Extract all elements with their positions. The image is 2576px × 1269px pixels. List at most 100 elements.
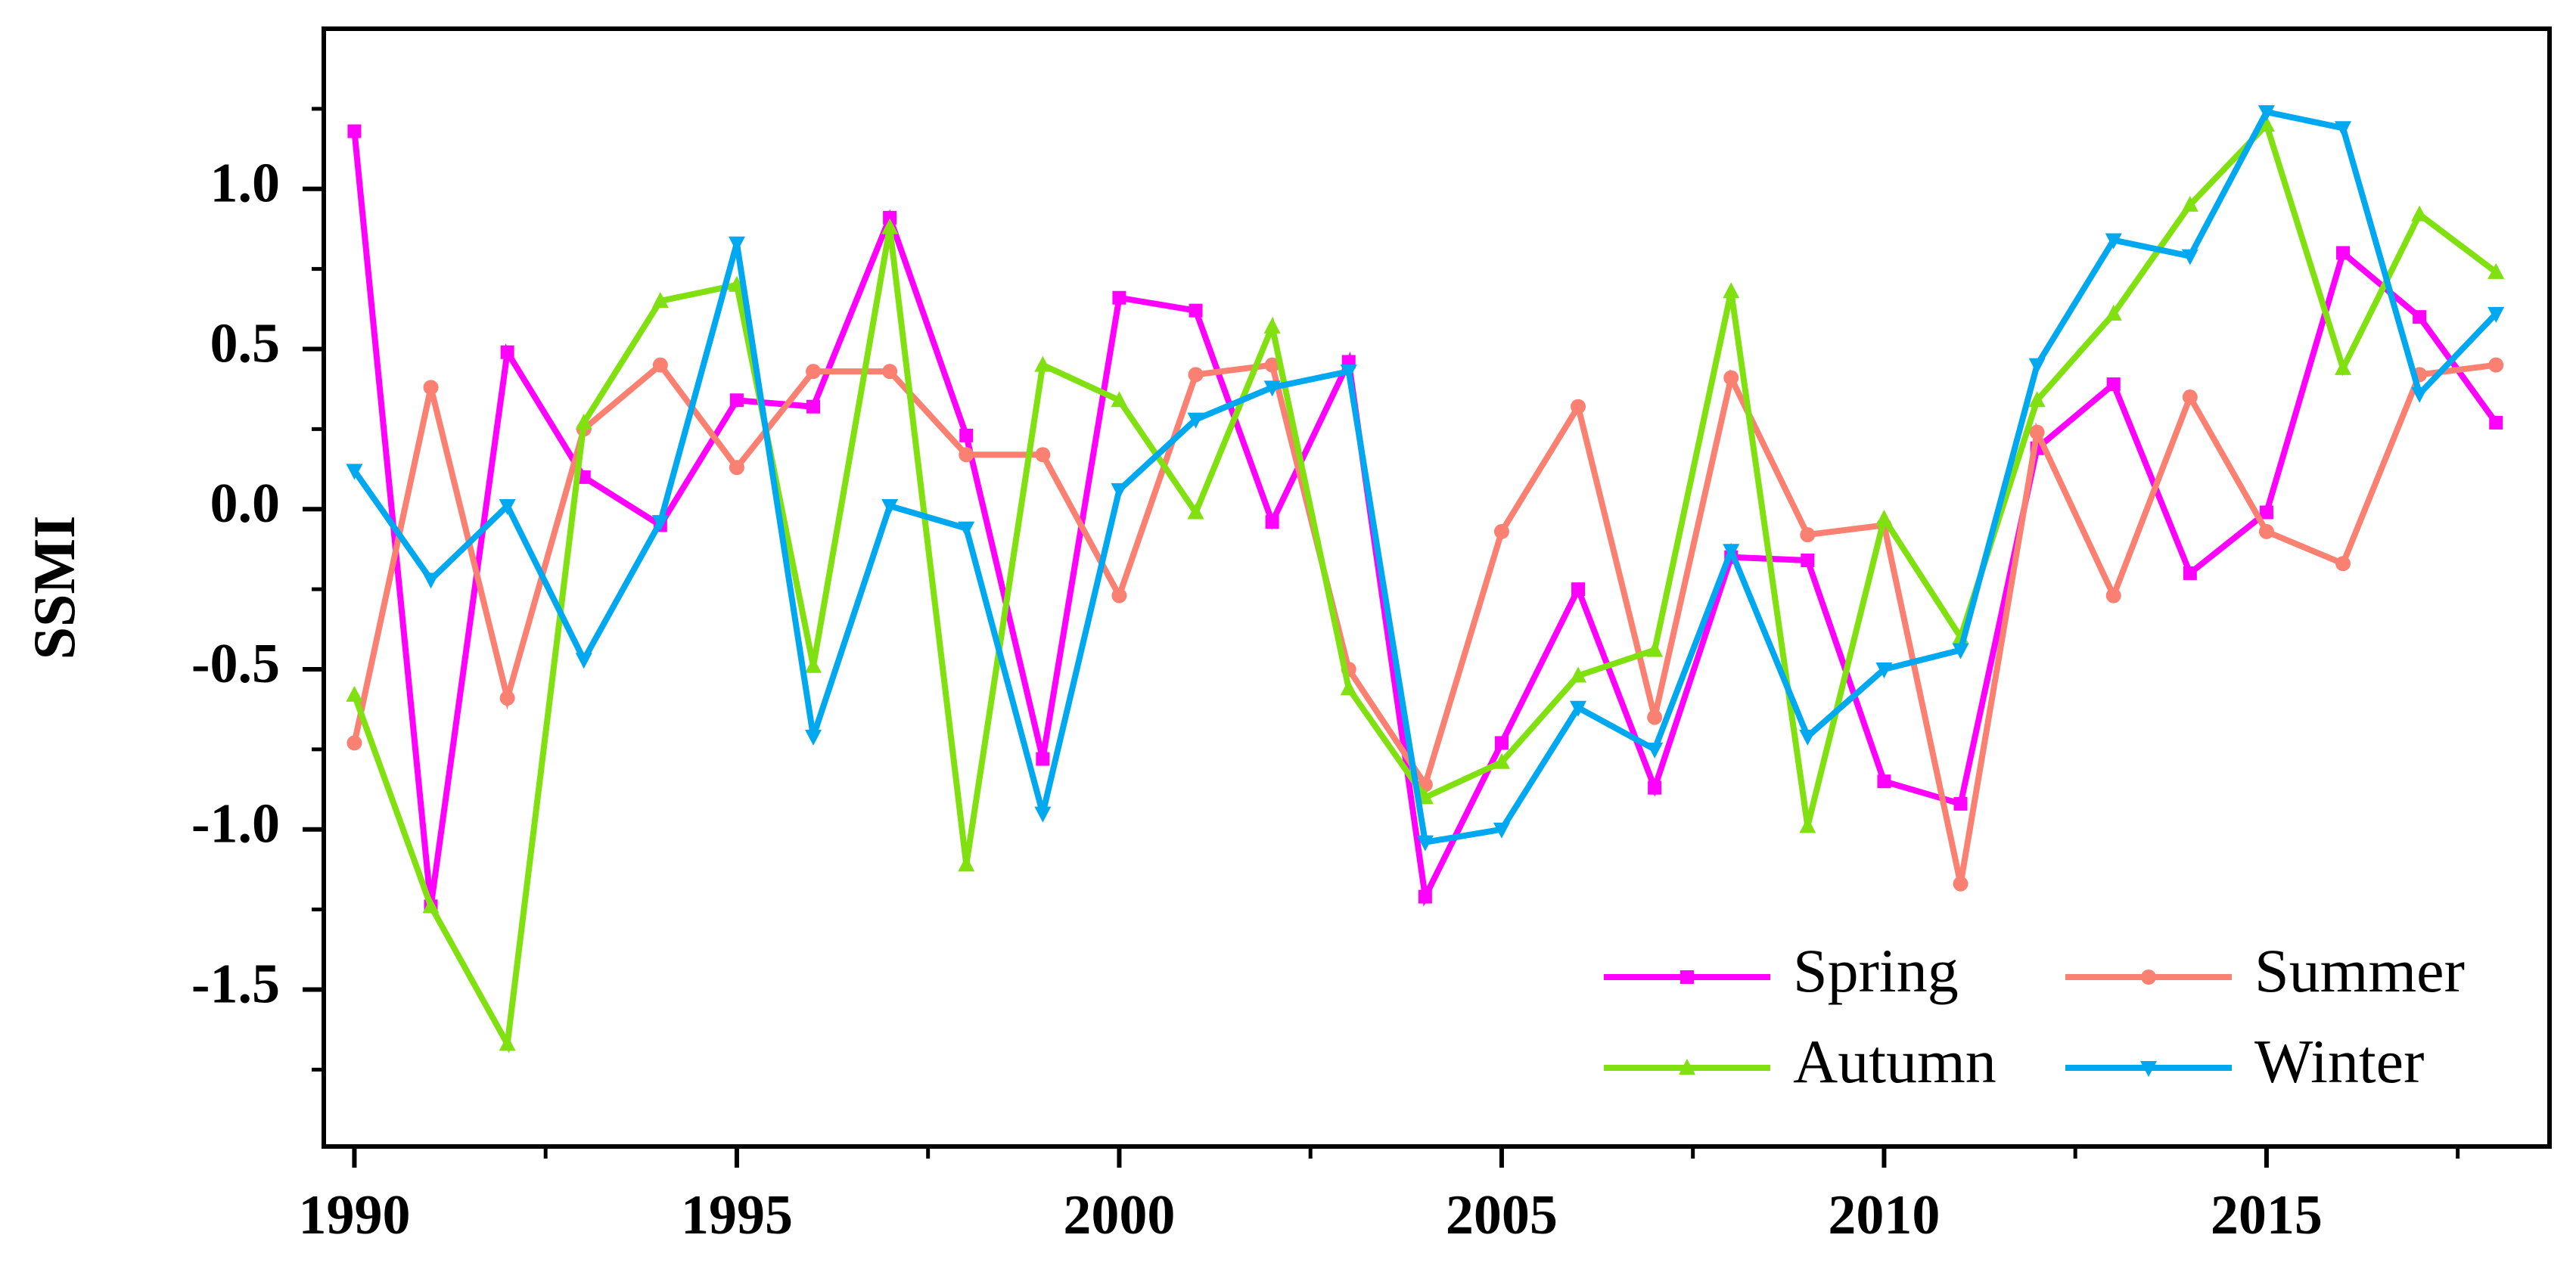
autumn-point-1996: [805, 656, 822, 673]
x-tick-label-1990: 1990: [298, 1184, 410, 1246]
y-tick-label-2: 0.0: [210, 473, 281, 535]
winter-point-1990: [346, 464, 363, 480]
series-autumn: [346, 116, 2505, 1054]
winter-point-2011: [1952, 643, 1969, 659]
y-tick-label-5: -1.5: [191, 953, 280, 1015]
spring-point-1997: [883, 210, 897, 225]
x-tick-label-1995: 1995: [681, 1184, 793, 1246]
winter-point-2009: [1799, 729, 1816, 746]
legend-marker-winter: [2140, 1061, 2157, 1077]
autumn-point-2002: [1263, 317, 1281, 334]
winter-point-2000: [1111, 482, 1128, 499]
autumn-point-1990: [346, 685, 363, 702]
x-tick-label-2005: 2005: [1446, 1184, 1558, 1246]
spring-point-2011: [1953, 796, 1968, 811]
y-tick-label-1: 0.5: [210, 312, 281, 374]
summer-point-2014: [2182, 389, 2198, 405]
autumn-point-1993: [575, 413, 592, 430]
winter-point-1997: [881, 499, 899, 516]
summer-point-2009: [1800, 527, 1816, 543]
winter-point-2010: [1875, 662, 1893, 678]
summer-point-1991: [423, 380, 439, 396]
winter-point-1995: [728, 236, 745, 253]
spring-point-2002: [1265, 515, 1279, 529]
summer-point-1999: [1035, 447, 1051, 463]
spring-point-2004: [1418, 889, 1432, 904]
x-tick-label-2015: 2015: [2211, 1184, 2323, 1246]
summer-point-2001: [1188, 367, 1204, 383]
autumn-point-1999: [1034, 355, 1052, 372]
y-tick-label-0: 1.0: [210, 153, 281, 215]
spring-point-2013: [2106, 377, 2121, 392]
summer-point-2018: [2488, 357, 2504, 373]
summer-point-1992: [499, 690, 515, 706]
spring-point-1999: [1036, 752, 1050, 766]
legend: Spring Summer Autumn Winter: [1604, 936, 2465, 1096]
summer-point-2002: [1264, 357, 1280, 373]
autumn-point-2008: [1723, 282, 1740, 299]
winter-point-2016: [2335, 121, 2352, 138]
autumn-point-2007: [1646, 641, 1664, 657]
winter-point-2002: [1263, 380, 1281, 397]
spring-point-2016: [2336, 246, 2351, 260]
y-axis-title: SSMI: [21, 516, 87, 660]
winter-point-2007: [1646, 742, 1664, 759]
y-tick-label-4: -1.0: [191, 793, 280, 855]
spring-point-2015: [2259, 505, 2273, 520]
y-tick-label-3: -0.5: [191, 633, 280, 695]
winter-point-2004: [1416, 835, 1434, 852]
winter-point-2006: [1570, 700, 1587, 717]
winter-point-2001: [1187, 412, 1204, 429]
autumn-point-2005: [1493, 752, 1510, 769]
summer-line: [351, 360, 2497, 885]
summer-point-2012: [2029, 424, 2045, 440]
legend-marker-summer: [2141, 970, 2156, 985]
winter-point-1996: [805, 729, 822, 746]
legend-label-summer: Summer: [2254, 936, 2465, 1005]
autumn-point-1992: [499, 1035, 516, 1051]
autumn-point-2015: [2257, 116, 2275, 132]
autumn-point-2001: [1187, 503, 1204, 520]
summer-point-2013: [2105, 588, 2121, 603]
autumn-point-1991: [422, 897, 440, 914]
summer-point-1994: [652, 357, 668, 373]
autumn-point-2018: [2487, 262, 2505, 279]
spring-point-2017: [2413, 310, 2427, 324]
autumn-point-2016: [2335, 358, 2352, 375]
summer-point-2011: [1953, 876, 1969, 892]
autumn-point-1994: [651, 291, 669, 308]
winter-point-2013: [2105, 233, 2122, 250]
autumn-point-2006: [1570, 666, 1587, 683]
autumn-point-2013: [2105, 304, 2122, 321]
x-tick-label-2010: 2010: [1828, 1184, 1940, 1246]
autumn-line: [351, 119, 2498, 1054]
series-winter: [346, 105, 2505, 852]
autumn-point-2009: [1799, 817, 1816, 833]
legend-item-autumn: Autumn: [1604, 1027, 1996, 1096]
spring-point-1996: [806, 399, 821, 414]
spring-point-2018: [2489, 415, 2503, 430]
summer-point-1997: [882, 364, 898, 380]
x-tick-label-2000: 2000: [1063, 1184, 1175, 1246]
spring-point-1990: [347, 124, 362, 138]
autumn-point-2000: [1111, 391, 1128, 408]
spring-point-2000: [1112, 290, 1126, 305]
summer-point-2006: [1571, 399, 1586, 414]
summer-point-2007: [1647, 709, 1663, 725]
winter-point-2018: [2487, 306, 2505, 323]
summer-point-2005: [1493, 523, 1509, 539]
summer-point-1990: [346, 735, 362, 751]
summer-point-2008: [1723, 370, 1739, 386]
legend-label-winter: Winter: [2254, 1027, 2424, 1096]
legend-marker-spring: [1680, 970, 1694, 984]
autumn-point-2017: [2411, 205, 2428, 222]
winter-point-2017: [2411, 386, 2428, 403]
legend-marker-autumn: [1679, 1059, 1695, 1075]
ticks: 1990 1995 2000 2005 2010 2015 1.0 0.5 0.0 -0.5 -1.…: [191, 107, 2460, 1246]
winter-point-1994: [651, 515, 669, 532]
spring-point-1998: [959, 428, 974, 442]
autumn-point-1997: [881, 218, 899, 234]
series: [346, 105, 2505, 1054]
winter-point-2012: [2028, 358, 2046, 374]
